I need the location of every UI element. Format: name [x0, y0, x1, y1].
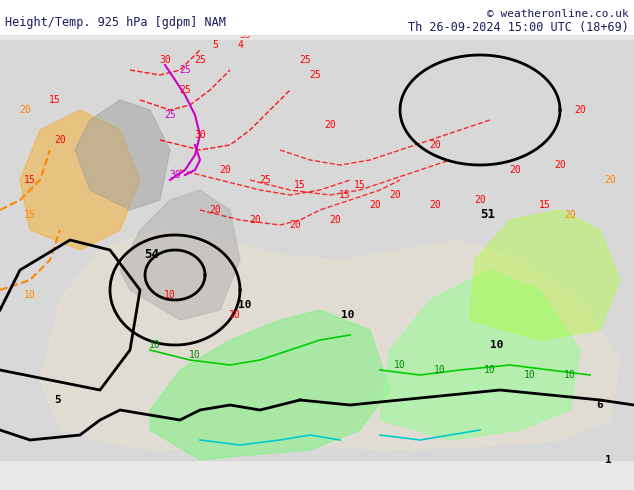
Text: 20: 20	[19, 105, 31, 115]
Text: 20: 20	[474, 195, 486, 205]
Text: 20: 20	[509, 165, 521, 175]
Text: 20: 20	[219, 165, 231, 175]
Text: 20: 20	[429, 140, 441, 150]
Text: 4: 4	[237, 40, 243, 50]
Polygon shape	[40, 230, 620, 450]
Text: 20: 20	[564, 210, 576, 220]
Text: 51: 51	[481, 209, 496, 221]
Text: 10: 10	[238, 300, 252, 310]
Text: 15: 15	[24, 175, 36, 185]
Text: 10: 10	[564, 370, 576, 380]
Text: 20: 20	[54, 135, 66, 145]
Text: 10: 10	[149, 340, 161, 350]
Text: 5: 5	[212, 40, 218, 50]
Text: 5: 5	[55, 395, 61, 405]
Text: 20: 20	[389, 190, 401, 200]
Text: 20: 20	[369, 200, 381, 210]
Text: 25: 25	[299, 55, 311, 65]
Text: 15: 15	[49, 95, 61, 105]
Text: 20: 20	[209, 205, 221, 215]
Text: 25: 25	[179, 85, 191, 95]
Text: 10: 10	[229, 310, 241, 320]
Text: 55: 55	[239, 30, 251, 40]
Text: 15: 15	[294, 180, 306, 190]
Text: 20: 20	[574, 105, 586, 115]
Text: 1: 1	[605, 455, 611, 465]
Text: © weatheronline.co.uk: © weatheronline.co.uk	[488, 9, 629, 19]
Text: 10: 10	[189, 350, 201, 360]
Text: Th 26-09-2024 15:00 UTC (18+69): Th 26-09-2024 15:00 UTC (18+69)	[408, 22, 629, 34]
Text: 20: 20	[554, 160, 566, 170]
Text: 25: 25	[259, 175, 271, 185]
Text: 54: 54	[145, 248, 160, 262]
Text: 25: 25	[309, 70, 321, 80]
Text: 10: 10	[394, 360, 406, 370]
Bar	[0, 0, 634, 35]
Polygon shape	[470, 210, 620, 340]
Text: Height/Temp. 925 hPa [gdpm] NAM: Height/Temp. 925 hPa [gdpm] NAM	[5, 17, 226, 29]
Text: 15: 15	[339, 190, 351, 200]
Text: 10: 10	[524, 370, 536, 380]
Text: 10: 10	[490, 340, 504, 350]
Text: 6: 6	[597, 400, 604, 410]
Text: 20: 20	[429, 200, 441, 210]
Text: 10: 10	[341, 310, 355, 320]
Text: 30: 30	[194, 130, 206, 140]
Text: 20: 20	[249, 215, 261, 225]
Polygon shape	[120, 190, 240, 320]
Text: 20: 20	[289, 220, 301, 230]
Text: 20: 20	[329, 215, 341, 225]
Text: 30: 30	[159, 55, 171, 65]
Polygon shape	[150, 310, 390, 460]
Text: 15: 15	[539, 200, 551, 210]
Text: 25: 25	[194, 55, 206, 65]
Text: 25: 25	[164, 110, 176, 120]
Text: 20: 20	[604, 175, 616, 185]
Polygon shape	[75, 100, 170, 210]
Polygon shape	[20, 110, 140, 250]
Text: 10: 10	[434, 365, 446, 375]
Text: 10: 10	[24, 290, 36, 300]
Bar	[0, 40, 634, 460]
Text: 15: 15	[354, 180, 366, 190]
Text: 15: 15	[24, 210, 36, 220]
Polygon shape	[380, 270, 580, 440]
Text: 10: 10	[484, 365, 496, 375]
Text: 30: 30	[169, 170, 181, 180]
Text: 20: 20	[324, 120, 336, 130]
Text: 10: 10	[164, 290, 176, 300]
Text: 25: 25	[179, 65, 191, 75]
